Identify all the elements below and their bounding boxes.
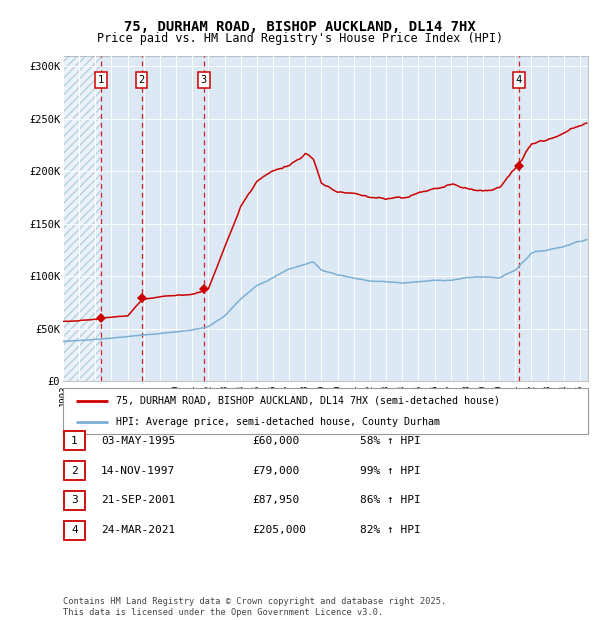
Bar	[63, 56, 101, 381]
Text: 99% ↑ HPI: 99% ↑ HPI	[360, 466, 421, 476]
FancyBboxPatch shape	[64, 461, 85, 480]
Text: £87,950: £87,950	[252, 495, 299, 505]
Text: HPI: Average price, semi-detached house, County Durham: HPI: Average price, semi-detached house,…	[115, 417, 439, 427]
Text: 4: 4	[71, 525, 78, 535]
Text: 1: 1	[98, 75, 104, 85]
Text: 4: 4	[516, 75, 522, 85]
FancyBboxPatch shape	[64, 521, 85, 539]
Text: 3: 3	[71, 495, 78, 505]
Text: Contains HM Land Registry data © Crown copyright and database right 2025.
This d: Contains HM Land Registry data © Crown c…	[63, 598, 446, 617]
Text: 2: 2	[71, 466, 78, 476]
Text: 1: 1	[71, 436, 78, 446]
Text: 75, DURHAM ROAD, BISHOP AUCKLAND, DL14 7HX: 75, DURHAM ROAD, BISHOP AUCKLAND, DL14 7…	[124, 20, 476, 35]
Text: 14-NOV-1997: 14-NOV-1997	[101, 466, 175, 476]
FancyBboxPatch shape	[63, 388, 588, 434]
Text: 86% ↑ HPI: 86% ↑ HPI	[360, 495, 421, 505]
Text: 2: 2	[139, 75, 145, 85]
Text: 24-MAR-2021: 24-MAR-2021	[101, 525, 175, 535]
Text: £205,000: £205,000	[252, 525, 306, 535]
Bar	[63, 56, 101, 381]
Text: £60,000: £60,000	[252, 436, 299, 446]
Text: 82% ↑ HPI: 82% ↑ HPI	[360, 525, 421, 535]
Text: 21-SEP-2001: 21-SEP-2001	[101, 495, 175, 505]
Text: 03-MAY-1995: 03-MAY-1995	[101, 436, 175, 446]
Text: £79,000: £79,000	[252, 466, 299, 476]
Text: Price paid vs. HM Land Registry's House Price Index (HPI): Price paid vs. HM Land Registry's House …	[97, 32, 503, 45]
FancyBboxPatch shape	[64, 432, 85, 450]
Text: 58% ↑ HPI: 58% ↑ HPI	[360, 436, 421, 446]
Text: 3: 3	[201, 75, 207, 85]
FancyBboxPatch shape	[64, 491, 85, 510]
Text: 75, DURHAM ROAD, BISHOP AUCKLAND, DL14 7HX (semi-detached house): 75, DURHAM ROAD, BISHOP AUCKLAND, DL14 7…	[115, 396, 499, 405]
